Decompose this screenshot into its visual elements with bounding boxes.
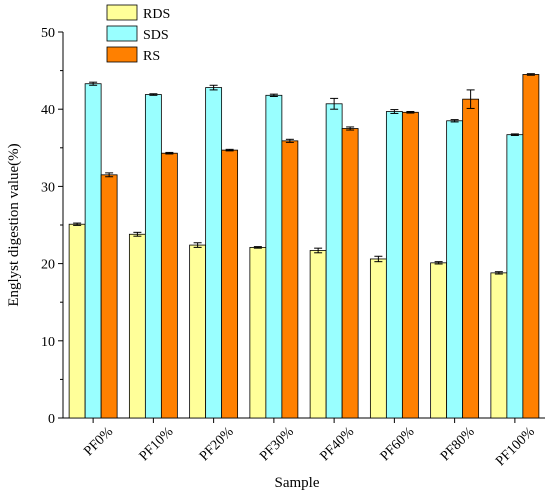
x-axis-title: Sample bbox=[275, 475, 320, 491]
y-tick-label: 50 bbox=[41, 26, 55, 41]
y-tick-label: 20 bbox=[41, 258, 55, 273]
bar-rds bbox=[309, 250, 327, 419]
y-axis-title: Englyst digestion value(%) bbox=[6, 143, 22, 306]
bar-sds bbox=[506, 134, 524, 419]
bar-rds bbox=[189, 244, 207, 419]
bar-rds bbox=[249, 246, 267, 419]
bar-rds bbox=[430, 262, 448, 419]
x-tick-label: PF20% bbox=[197, 424, 237, 464]
bar-sds bbox=[144, 94, 162, 419]
x-tick-label: PF10% bbox=[137, 424, 177, 464]
y-tick-label: 10 bbox=[41, 335, 55, 350]
bar-sds bbox=[385, 111, 403, 419]
bar-rds bbox=[490, 272, 508, 419]
legend-label-rds: RDS bbox=[143, 7, 170, 22]
bar-rds bbox=[369, 258, 387, 419]
bar-rs bbox=[401, 111, 419, 419]
bar-sds bbox=[325, 103, 343, 419]
error-bars-group bbox=[73, 73, 535, 275]
y-tick-label: 40 bbox=[41, 103, 55, 118]
y-tick-label: 0 bbox=[48, 412, 55, 427]
x-tick-label: PF0% bbox=[81, 424, 116, 459]
bar-rs bbox=[100, 174, 118, 419]
x-tick-label: PF100% bbox=[493, 424, 538, 469]
bar-rds bbox=[68, 223, 86, 419]
bar-rs bbox=[462, 98, 480, 419]
bar-sds bbox=[446, 120, 464, 419]
y-ticks-group: 0 10 20 30 40 50 bbox=[41, 26, 63, 427]
bar-rs bbox=[281, 140, 299, 419]
x-tick-label: PF60% bbox=[378, 424, 418, 464]
bar-rs bbox=[160, 152, 178, 419]
legend-label-sds: SDS bbox=[143, 28, 169, 43]
legend-swatch-sds bbox=[106, 25, 138, 42]
x-tick-label: PF80% bbox=[438, 424, 478, 464]
y-tick-label: 30 bbox=[41, 180, 55, 195]
bar-rds bbox=[128, 233, 146, 419]
bar-rs bbox=[221, 149, 239, 419]
legend-swatch-rds bbox=[106, 4, 138, 21]
plot-area: 0 10 20 30 40 50 PF0% PF10% PF20% PF30% PF40% PF60… bbox=[41, 26, 545, 469]
bar-rs bbox=[341, 128, 359, 419]
x-tick-label: PF30% bbox=[257, 424, 297, 464]
legend-swatch-rs bbox=[106, 46, 138, 63]
bar-sds bbox=[265, 94, 283, 419]
legend: RDS SDS RS bbox=[106, 4, 170, 64]
bar-sds bbox=[205, 87, 223, 419]
x-tick-label: PF40% bbox=[317, 424, 357, 464]
legend-label-rs: RS bbox=[143, 49, 160, 64]
bar-sds bbox=[84, 83, 102, 419]
bars-group bbox=[68, 74, 540, 419]
x-ticks-group: PF0% PF10% PF20% PF30% PF40% PF60% PF80% PF100% bbox=[81, 418, 538, 469]
bar-rs bbox=[522, 74, 540, 419]
